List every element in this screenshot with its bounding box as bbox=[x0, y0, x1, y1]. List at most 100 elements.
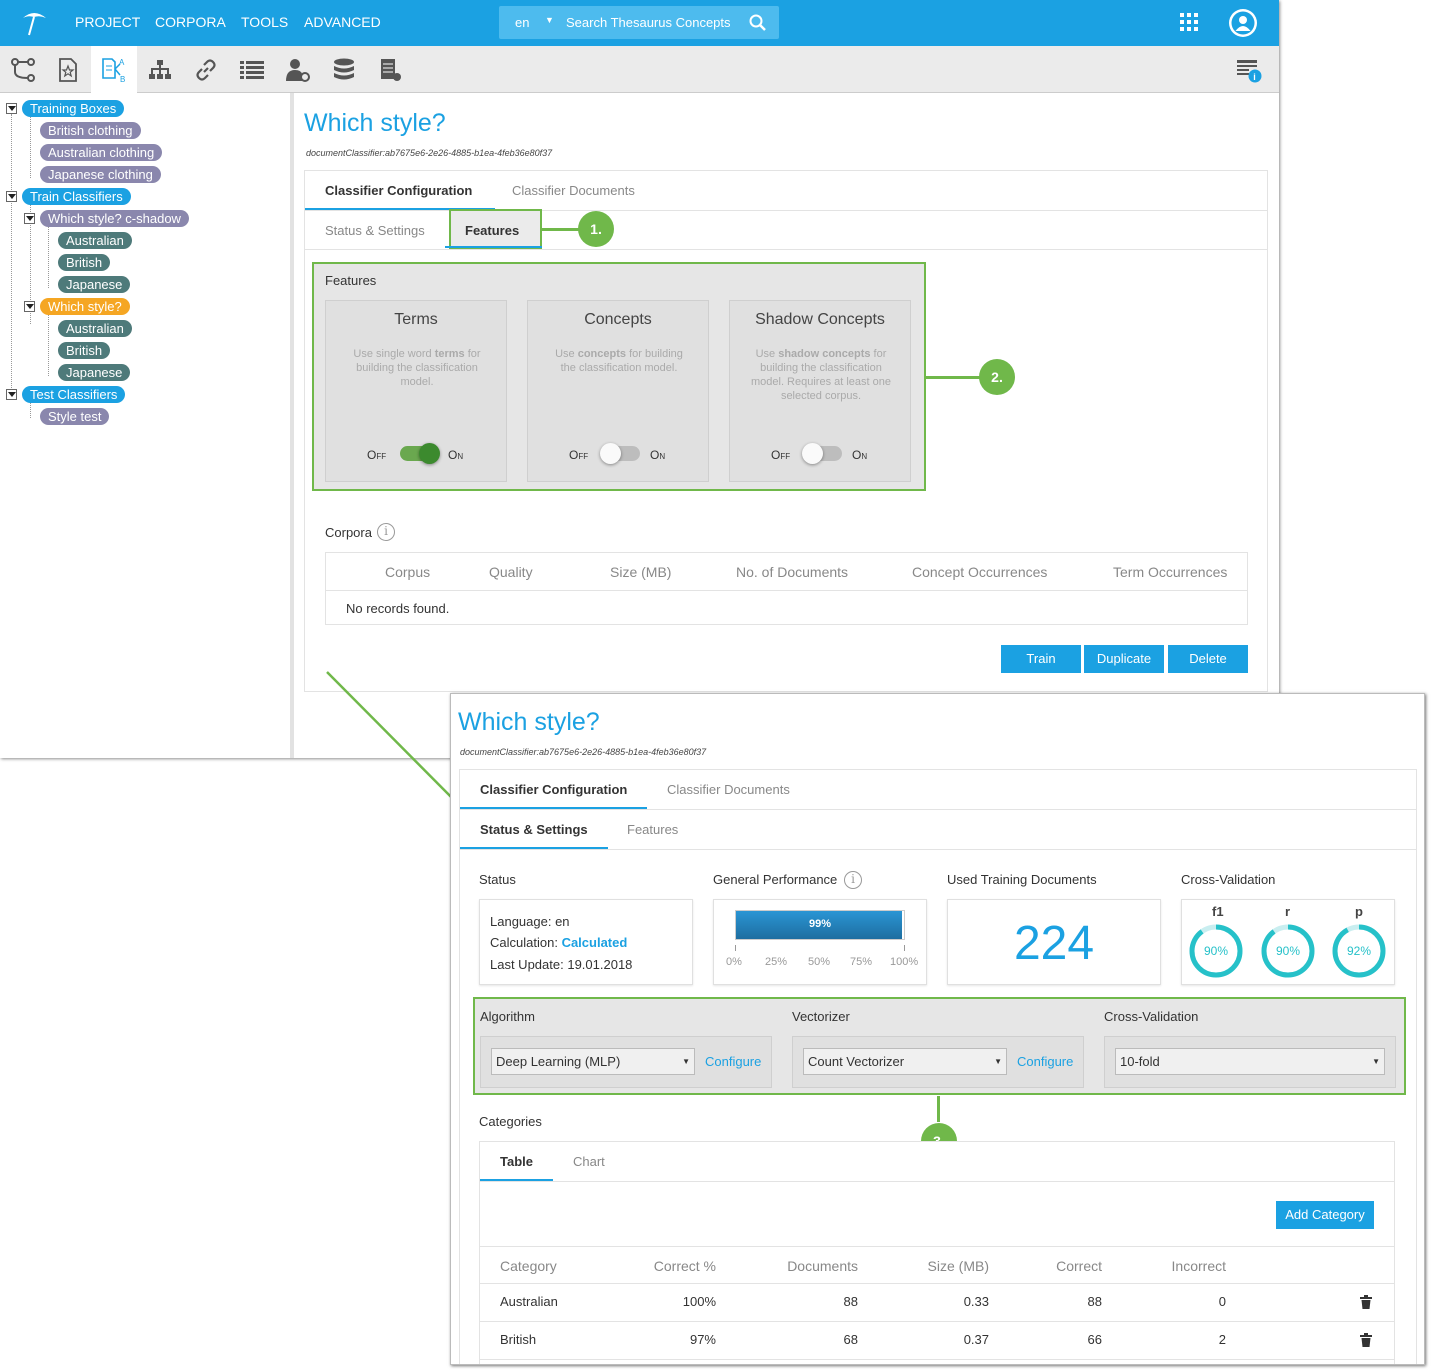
tab-classifier-configuration[interactable]: Classifier Configuration bbox=[480, 782, 628, 797]
terms-toggle[interactable] bbox=[400, 443, 440, 464]
column-header[interactable]: Category bbox=[500, 1258, 557, 1274]
tree-node[interactable]: British bbox=[58, 254, 111, 271]
tree-node[interactable]: Training Boxes bbox=[22, 100, 125, 117]
feature-card-shadow-concepts: Shadow Concepts Use shadow concepts for … bbox=[729, 300, 911, 482]
table-row[interactable]: Australian 100% 88 0.33 88 0 bbox=[480, 1284, 1394, 1321]
configure-vectorizer-link[interactable]: Configure bbox=[1017, 1054, 1074, 1069]
subtab-features[interactable]: Features bbox=[465, 223, 520, 238]
cross-validation-box: f1 r p 90% 90% 92% bbox=[1181, 899, 1395, 985]
tree-node[interactable]: British bbox=[58, 342, 111, 359]
training-docs-count: 224 bbox=[1013, 917, 1095, 970]
server-icon[interactable] bbox=[367, 46, 413, 93]
collapse-toggle-icon[interactable] bbox=[6, 389, 17, 400]
tab-table[interactable]: Table bbox=[500, 1154, 533, 1169]
tree-node[interactable]: Train Classifiers bbox=[22, 188, 131, 205]
tab-classifier-documents[interactable]: Classifier Documents bbox=[667, 782, 790, 797]
collapse-toggle-icon[interactable] bbox=[24, 213, 35, 224]
database-icon[interactable] bbox=[321, 46, 367, 93]
duplicate-button[interactable]: Duplicate bbox=[1084, 645, 1164, 673]
apps-grid-icon[interactable] bbox=[1180, 13, 1198, 31]
column-header[interactable]: No. of Documents bbox=[736, 564, 849, 580]
p-donut: 92% bbox=[1332, 924, 1386, 978]
add-category-button[interactable]: Add Category bbox=[1276, 1201, 1374, 1229]
user-settings-icon[interactable] bbox=[275, 46, 321, 93]
collapse-toggle-icon[interactable] bbox=[24, 301, 35, 312]
tree-node[interactable]: Australian bbox=[58, 232, 132, 249]
search-bar[interactable]: en ▼ Search Thesaurus Concepts bbox=[499, 6, 779, 39]
language-label: Language: bbox=[490, 914, 552, 929]
vectorizer-label: Vectorizer bbox=[792, 1009, 850, 1024]
shadow-concepts-toggle[interactable] bbox=[802, 443, 842, 464]
tree-node-selected[interactable]: Which style? bbox=[40, 298, 130, 315]
vectorizer-select[interactable]: Count Vectorizer ▼ bbox=[803, 1048, 1007, 1075]
feature-title: Concepts bbox=[584, 311, 652, 328]
tree-node[interactable]: Japanese clothing bbox=[40, 166, 161, 183]
language-select[interactable]: en bbox=[515, 15, 530, 30]
concepts-toggle[interactable] bbox=[600, 443, 640, 464]
tree-node[interactable]: Test Classifiers bbox=[22, 386, 126, 403]
chevron-down-icon[interactable]: ▼ bbox=[545, 15, 554, 25]
column-header[interactable]: Documents bbox=[787, 1258, 858, 1274]
panel-splitter[interactable] bbox=[290, 93, 294, 758]
tree-node[interactable]: Australian clothing bbox=[40, 144, 163, 161]
column-header[interactable]: Quality bbox=[489, 564, 533, 580]
callout-line bbox=[926, 376, 981, 379]
tree-node[interactable]: British clothing bbox=[40, 122, 141, 139]
info-icon[interactable]: i bbox=[377, 523, 395, 541]
configure-algorithm-link[interactable]: Configure bbox=[705, 1054, 762, 1069]
callout-line bbox=[937, 1096, 940, 1122]
column-header[interactable]: Size (MB) bbox=[927, 1258, 989, 1274]
search-input[interactable]: Search Thesaurus Concepts bbox=[566, 15, 731, 30]
user-account-icon[interactable] bbox=[1228, 8, 1258, 38]
column-header[interactable]: Incorrect bbox=[1171, 1258, 1226, 1274]
nav-tools[interactable]: TOOLS bbox=[241, 14, 289, 30]
column-header[interactable]: Corpus bbox=[385, 564, 431, 580]
tree-node[interactable]: Style test bbox=[40, 408, 110, 425]
main-window: PROJECT CORPORA TOOLS ADVANCED en ▼ Sear… bbox=[0, 0, 1279, 758]
column-header[interactable]: Term Occurrences bbox=[1113, 564, 1228, 580]
subtab-status-settings[interactable]: Status & Settings bbox=[325, 223, 425, 238]
bookmark-document-icon[interactable] bbox=[45, 46, 91, 93]
column-header[interactable]: Concept Occurrences bbox=[912, 564, 1048, 580]
table-row[interactable]: British 97% 68 0.37 66 2 bbox=[480, 1322, 1394, 1359]
cross-validation-select[interactable]: 10-fold ▼ bbox=[1115, 1048, 1385, 1075]
column-header[interactable]: Size (MB) bbox=[610, 564, 672, 580]
cell-correct-pct: 97% bbox=[689, 1332, 716, 1347]
info-icon[interactable]: i bbox=[844, 871, 862, 889]
nav-corpora[interactable]: CORPORA bbox=[155, 14, 226, 30]
link-icon[interactable] bbox=[183, 46, 229, 93]
metric-name: f1 bbox=[1212, 904, 1224, 919]
search-icon[interactable] bbox=[749, 14, 767, 32]
calculation-value: Calculated bbox=[561, 935, 628, 950]
collapse-toggle-icon[interactable] bbox=[6, 191, 17, 202]
column-header[interactable]: Correct bbox=[1056, 1258, 1102, 1274]
feature-card-concepts: Concepts Use concepts for building the c… bbox=[527, 300, 709, 482]
cell-size: 0.37 bbox=[963, 1332, 989, 1347]
algorithm-select[interactable]: Deep Learning (MLP) ▼ bbox=[491, 1048, 695, 1075]
subtab-status-settings[interactable]: Status & Settings bbox=[480, 822, 588, 837]
tab-classifier-configuration[interactable]: Classifier Configuration bbox=[325, 183, 473, 198]
trash-icon[interactable] bbox=[1360, 1295, 1372, 1309]
tree-node[interactable]: Which style? c-shadow bbox=[40, 210, 189, 227]
collapse-toggle-icon[interactable] bbox=[6, 103, 17, 114]
tree-node[interactable]: Japanese bbox=[58, 364, 131, 381]
tree-node[interactable]: Japanese bbox=[58, 276, 131, 293]
classifier-id: documentClassifier:ab7675e6-2e26-4885-b1… bbox=[306, 148, 553, 158]
info-panel-icon[interactable]: i bbox=[1226, 46, 1272, 93]
tree-node[interactable]: Australian bbox=[58, 320, 132, 337]
tab-chart[interactable]: Chart bbox=[573, 1154, 605, 1169]
nav-advanced[interactable]: ADVANCED bbox=[304, 14, 381, 30]
trash-icon[interactable] bbox=[1360, 1333, 1372, 1347]
train-button[interactable]: Train bbox=[1001, 645, 1081, 673]
umbrella-logo-icon[interactable] bbox=[20, 9, 48, 37]
subtab-features[interactable]: Features bbox=[627, 822, 679, 837]
list-icon[interactable] bbox=[229, 46, 275, 93]
hierarchy-icon[interactable] bbox=[0, 46, 46, 93]
nav-project[interactable]: PROJECT bbox=[75, 14, 141, 30]
column-header[interactable]: Correct % bbox=[653, 1258, 716, 1274]
delete-button[interactable]: Delete bbox=[1168, 645, 1248, 673]
tab-classifier-documents[interactable]: Classifier Documents bbox=[512, 183, 635, 198]
org-chart-icon[interactable] bbox=[137, 46, 183, 93]
